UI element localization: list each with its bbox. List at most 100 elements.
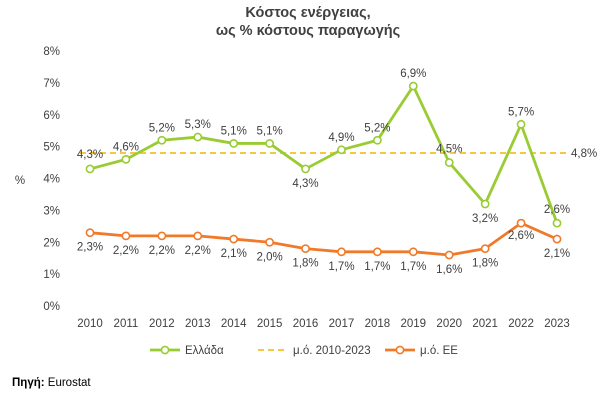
- series-layer: [80, 81, 567, 260]
- series-line-greece: [89, 84, 559, 224]
- y-tick-label: 4%: [43, 174, 60, 186]
- chart-title: Κόστος ενέργειας, ως % κόστους παραγωγής: [216, 5, 400, 39]
- x-tick-label: 2022: [508, 318, 534, 330]
- y-axis-ticks: 0% 1% 2% 3% 4% 5% 6% 7% 8%: [43, 46, 60, 313]
- data-point-greece: [408, 81, 418, 91]
- x-axis-ticks: 2010 2011 2012 2013 2014 2015 2016 2017 2018 2019…: [77, 318, 570, 330]
- data-label-greece: 5,2%: [364, 122, 390, 134]
- y-tick-label: 6%: [43, 110, 60, 122]
- x-tick-label: 2010: [77, 318, 103, 330]
- data-point-greece: [444, 158, 454, 167]
- data-point-eu: [193, 231, 203, 241]
- data-label-eu: 2,2%: [185, 245, 211, 257]
- data-label-eu: 2,2%: [113, 245, 139, 257]
- data-label-average: 4,8%: [571, 148, 597, 160]
- data-label-eu: 2,2%: [149, 245, 175, 257]
- legend-marker-eu: [395, 345, 405, 355]
- data-label-greece: 5,2%: [149, 122, 175, 134]
- data-point-eu: [372, 247, 382, 257]
- legend-label-eu: μ.ό. ΕΕ: [420, 345, 458, 357]
- data-labels-layer: 4,3% 4,6% 5,2% 5,3% 5,1% 5,1% 4,3% 4,9% 5,2% 6,9%…: [77, 68, 597, 276]
- data-label-greece: 4,6%: [113, 141, 139, 153]
- data-point-greece: [480, 199, 490, 209]
- legend-label-greece: Ελλάδα: [185, 345, 224, 357]
- data-label-eu: 1,7%: [328, 261, 354, 273]
- data-point-eu: [337, 247, 346, 257]
- x-tick-label: 2019: [401, 318, 427, 330]
- data-label-greece: 4,3%: [292, 178, 318, 190]
- x-tick-label: 2023: [544, 318, 570, 330]
- data-point-eu: [444, 250, 454, 260]
- x-tick-label: 2016: [293, 318, 319, 330]
- x-tick-label: 2011: [114, 318, 139, 330]
- data-label-eu: 2,3%: [77, 242, 103, 254]
- y-tick-label: 3%: [43, 205, 60, 217]
- data-point-eu: [85, 228, 95, 238]
- data-point-greece: [85, 164, 95, 174]
- data-label-eu: 2,1%: [221, 248, 247, 260]
- legend-item-eu: μ.ό. ΕΕ: [385, 345, 458, 357]
- source-value: Eurostat: [45, 377, 92, 389]
- data-label-greece: 4,9%: [328, 132, 354, 144]
- data-label-greece: 4,5%: [436, 144, 462, 156]
- legend-label-average: μ.ό. 2010-2023: [293, 345, 371, 357]
- data-point-greece: [193, 132, 203, 142]
- data-point-greece: [157, 135, 167, 145]
- data-label-greece: 5,1%: [221, 125, 247, 137]
- data-label-eu: 2,1%: [544, 248, 570, 260]
- data-label-eu: 1,6%: [436, 264, 462, 276]
- data-label-eu: 1,8%: [472, 258, 498, 270]
- source-note: Πηγή: Eurostat: [12, 377, 91, 389]
- y-tick-label: 2%: [43, 237, 60, 249]
- data-point-eu: [157, 231, 167, 241]
- data-point-eu: [265, 237, 275, 247]
- data-label-greece: 5,1%: [257, 125, 283, 137]
- x-tick-label: 2015: [257, 318, 283, 330]
- x-tick-label: 2012: [149, 318, 175, 330]
- data-point-greece: [301, 164, 310, 174]
- legend-marker-greece: [160, 345, 170, 355]
- data-point-eu: [552, 234, 562, 244]
- legend-item-greece: Ελλάδα: [150, 345, 224, 357]
- chart-legend: Ελλάδα μ.ό. 2010-2023 μ.ό. ΕΕ: [150, 345, 458, 357]
- legend-item-average: μ.ό. 2010-2023: [258, 345, 371, 357]
- data-point-greece: [121, 154, 131, 164]
- x-tick-label: 2017: [329, 318, 355, 330]
- y-tick-label: 7%: [43, 78, 60, 90]
- y-tick-label: 1%: [43, 269, 60, 281]
- data-point-eu: [121, 231, 131, 241]
- data-label-greece: 2,6%: [544, 204, 570, 216]
- y-tick-label: 8%: [43, 46, 60, 58]
- data-label-eu: 1,7%: [400, 261, 426, 273]
- data-point-eu: [408, 247, 418, 257]
- x-tick-label: 2014: [221, 318, 247, 330]
- data-point-eu: [480, 244, 490, 254]
- chart-title-line-1: Κόστος ενέργειας,: [245, 5, 370, 21]
- data-point-eu: [229, 234, 239, 244]
- data-label-greece: 6,9%: [400, 68, 426, 80]
- data-label-greece: 5,7%: [508, 106, 534, 118]
- data-label-eu: 1,8%: [292, 258, 318, 270]
- data-label-eu: 1,7%: [364, 261, 390, 273]
- x-tick-label: 2020: [436, 318, 462, 330]
- data-label-greece: 4,3%: [77, 149, 103, 161]
- x-tick-label: 2021: [472, 318, 498, 330]
- y-axis-label: %: [15, 175, 25, 187]
- series-line-eu: [89, 221, 558, 257]
- y-tick-label: 5%: [43, 142, 60, 154]
- data-point-greece: [337, 145, 346, 155]
- data-point-greece: [516, 119, 526, 129]
- x-tick-label: 2013: [185, 318, 211, 330]
- data-point-eu: [516, 218, 526, 228]
- data-point-greece: [552, 218, 562, 228]
- y-tick-label: 0%: [43, 301, 60, 313]
- data-label-eu: 2,0%: [257, 251, 283, 263]
- data-point-greece: [265, 139, 275, 148]
- data-point-greece: [229, 139, 239, 148]
- data-point-eu: [301, 244, 310, 254]
- x-tick-label: 2018: [365, 318, 391, 330]
- chart-title-line-2: ως % κόστους παραγωγής: [216, 23, 400, 39]
- data-label-greece: 5,3%: [185, 119, 211, 131]
